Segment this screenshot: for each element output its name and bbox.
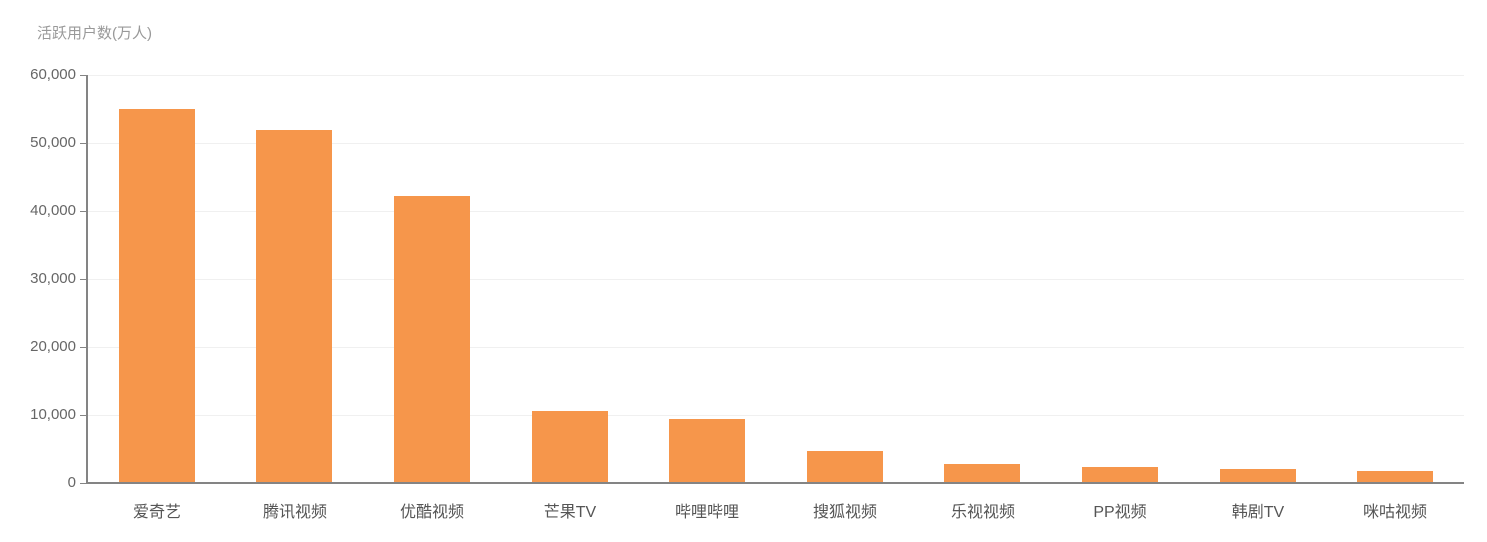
x-category-label: 腾讯视频 xyxy=(262,504,327,521)
chart-title: 活跃用户数(万人) xyxy=(37,25,152,42)
y-tick-label: 20,000 xyxy=(30,338,76,355)
bar[interactable] xyxy=(119,109,195,482)
bar[interactable] xyxy=(1220,469,1296,482)
y-tick-label: 10,000 xyxy=(30,406,76,423)
bar[interactable] xyxy=(256,130,332,482)
gridline xyxy=(88,279,1464,280)
x-category-label: 韩剧TV xyxy=(1231,504,1285,521)
gridline xyxy=(88,415,1464,416)
gridline xyxy=(88,75,1464,76)
x-category-label: PP视频 xyxy=(1093,504,1147,521)
y-tick-label: 30,000 xyxy=(30,270,76,287)
x-category-label: 咪咕视频 xyxy=(1362,504,1427,521)
x-category-label: 优酷视频 xyxy=(399,504,464,521)
bar[interactable] xyxy=(1357,471,1433,482)
y-tick-label: 50,000 xyxy=(30,134,76,151)
y-tick-label: 0 xyxy=(67,474,76,491)
y-tick-label: 40,000 xyxy=(30,202,76,219)
bar[interactable] xyxy=(1082,467,1158,482)
bar[interactable] xyxy=(394,196,470,482)
y-axis-tick xyxy=(80,75,86,76)
bar[interactable] xyxy=(532,411,608,482)
gridline xyxy=(88,143,1464,144)
gridline xyxy=(88,347,1464,348)
y-axis-line xyxy=(86,75,88,484)
bar[interactable] xyxy=(669,419,745,482)
y-axis-tick xyxy=(80,279,86,280)
x-category-label: 哔哩哔哩 xyxy=(674,504,739,521)
x-category-label: 搜狐视频 xyxy=(812,504,877,521)
y-axis-tick xyxy=(80,211,86,212)
bar[interactable] xyxy=(944,464,1020,482)
y-axis-tick xyxy=(80,415,86,416)
y-tick-label: 60,000 xyxy=(30,66,76,83)
y-axis-tick xyxy=(80,347,86,348)
gridline xyxy=(88,211,1464,212)
bar[interactable] xyxy=(807,451,883,482)
y-axis-tick xyxy=(80,143,86,144)
x-category-label: 乐视视频 xyxy=(950,504,1015,521)
x-category-label: 爱奇艺 xyxy=(132,504,181,521)
x-category-label: 芒果TV xyxy=(543,504,597,521)
x-axis-line xyxy=(86,482,1464,484)
y-axis-tick xyxy=(80,483,86,484)
